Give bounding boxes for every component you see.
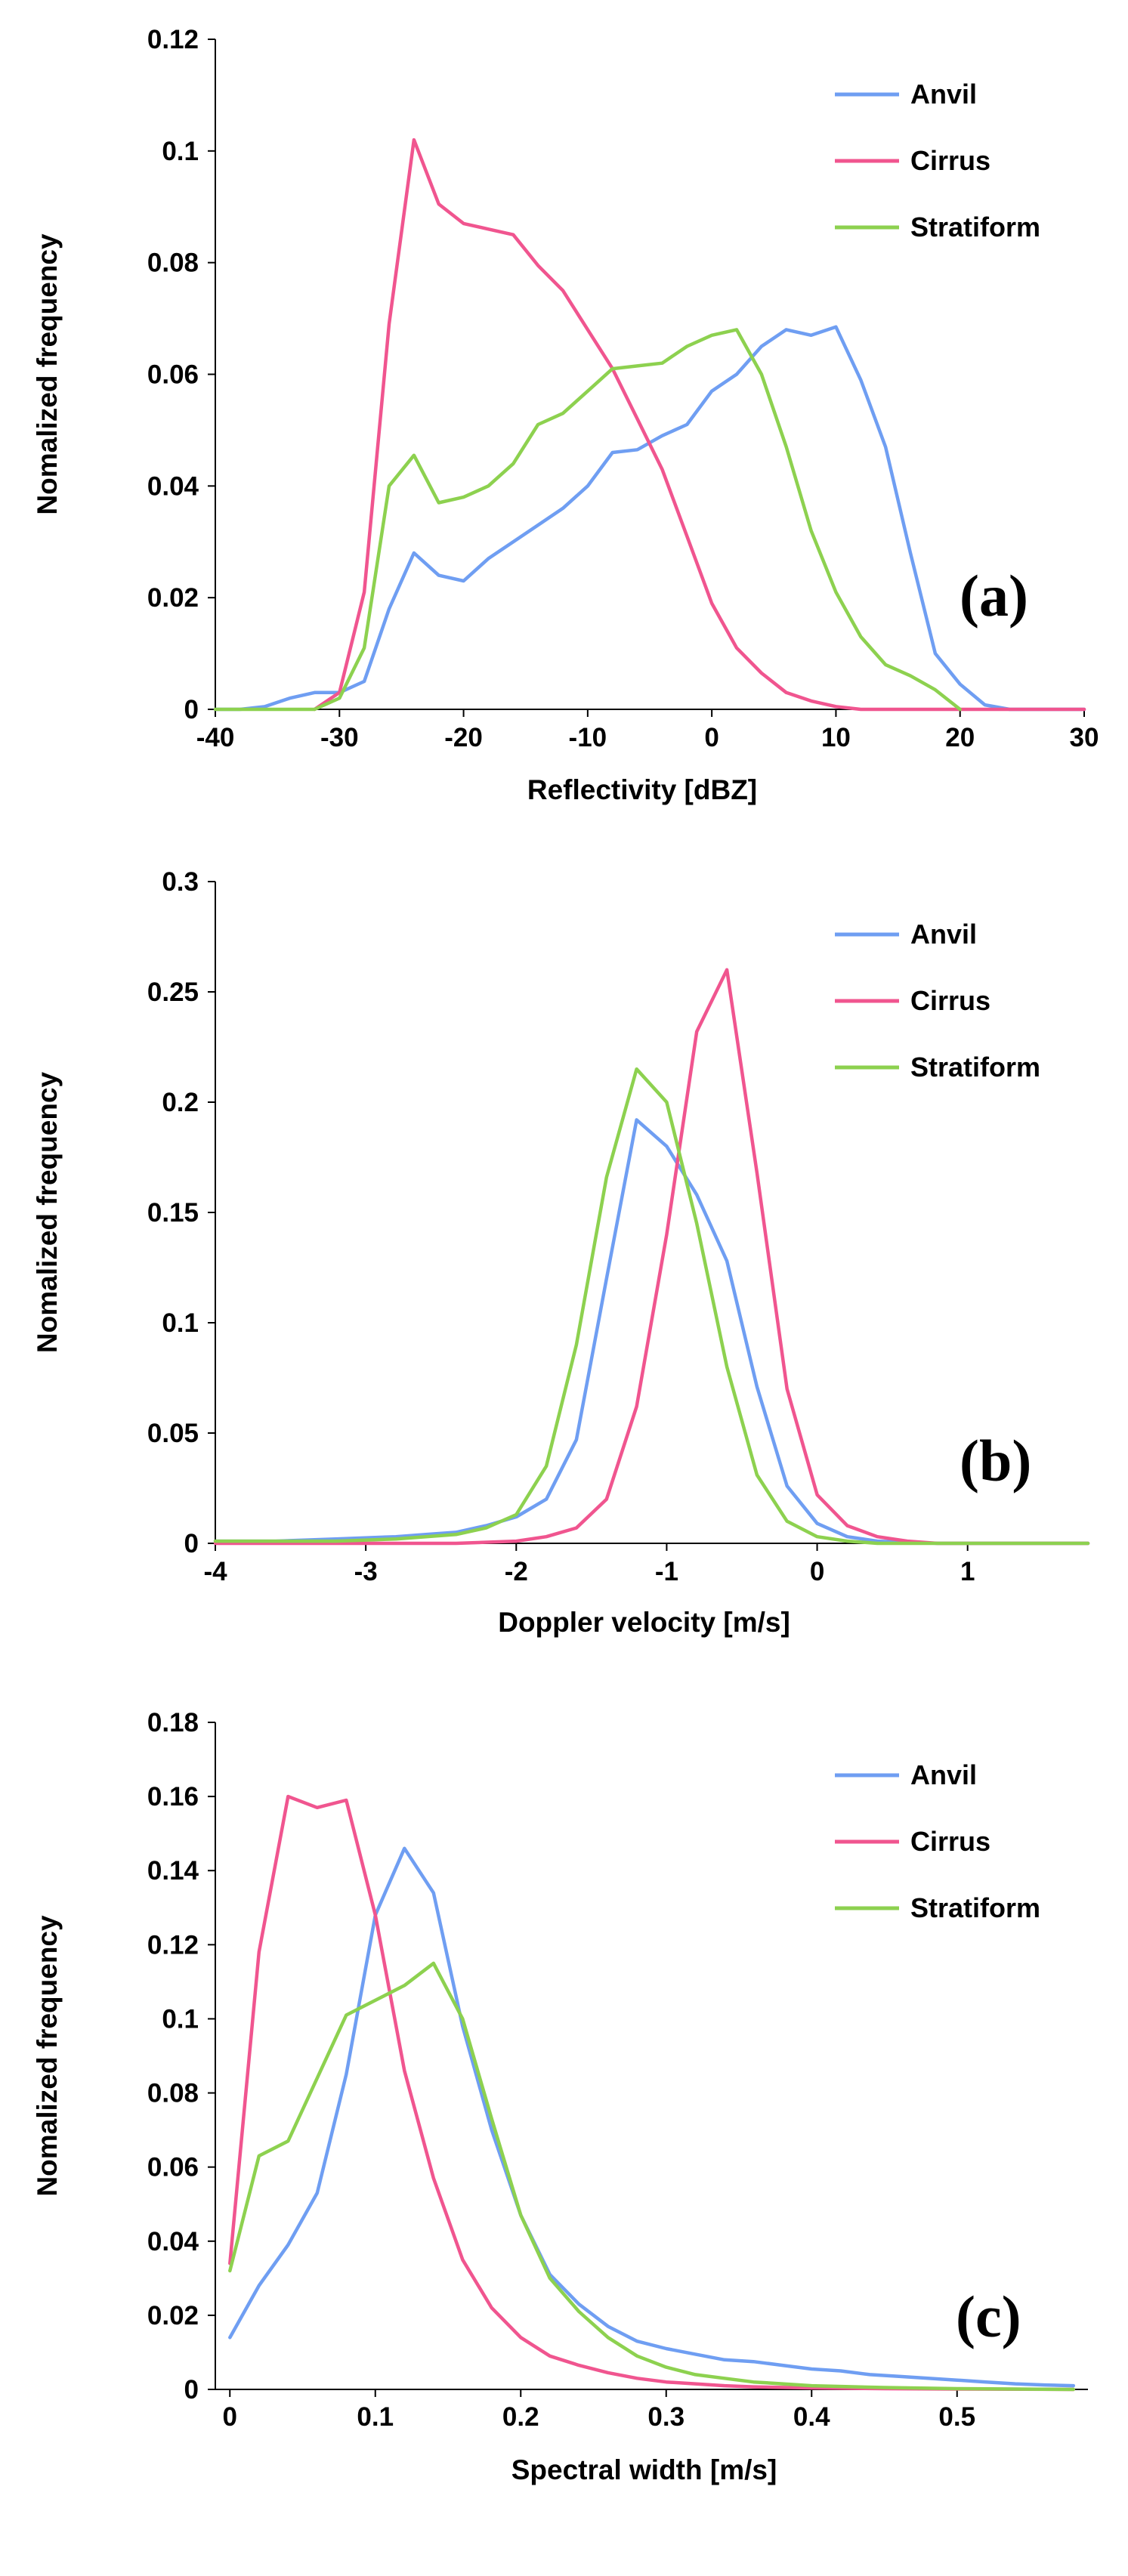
legend-label-stratiform: Stratiform — [910, 212, 1040, 242]
x-tick-label: 0.1 — [357, 2402, 394, 2432]
y-tick-label: 0.1 — [162, 137, 199, 166]
chart-panel-a: 0 0.02 0.04 0.06 0.08 0.1 0.12 -40 -30 -20 -10 0 10 2… — [32, 25, 1099, 805]
x-tick-label: 0 — [810, 1557, 824, 1586]
series-line-anvil — [213, 1118, 1090, 1546]
x-tick-label: -3 — [354, 1557, 378, 1586]
y-tick-label: 0 — [184, 1529, 199, 1558]
y-tick-label: 0.3 — [162, 867, 199, 897]
y-tick-label: 0 — [184, 695, 199, 724]
x-axis-title: Doppler velocity [m/s] — [498, 1607, 790, 1638]
panel-label: (c) — [956, 2284, 1021, 2349]
y-tick-label: 0.14 — [147, 1856, 199, 1886]
y-tick-label: 0.1 — [162, 1308, 199, 1338]
y-tick-label: 0.06 — [147, 2153, 199, 2182]
y-tick-label: 0.05 — [147, 1419, 199, 1448]
x-axis-title: Spectral width [m/s] — [511, 2454, 777, 2485]
x-axis-title: Reflectivity [dBZ] — [527, 774, 757, 805]
panel-label: (a) — [960, 563, 1028, 629]
series-line-stratiform — [213, 328, 962, 712]
y-tick-label: 0.2 — [162, 1088, 199, 1117]
x-tick-label: -2 — [505, 1557, 528, 1586]
series-line-anvil — [228, 1846, 1076, 2388]
y-tick-label: 0.25 — [147, 978, 199, 1007]
x-tick-label: 1 — [960, 1557, 975, 1586]
y-tick-label: 0.02 — [147, 2301, 199, 2330]
legend: Anvil Cirrus Stratiform — [835, 79, 1040, 242]
x-tick-label: 0.2 — [502, 2402, 539, 2432]
x-tick-label: -10 — [569, 723, 607, 752]
chart-panel-c: 0 0.02 0.04 0.06 0.08 0.1 0.12 0.14 0.16 0.18 0 0.1… — [32, 1708, 1088, 2485]
y-axis-title: Nomalized frequency — [32, 1915, 63, 2197]
legend: Anvil Cirrus Stratiform — [835, 1759, 1040, 1923]
y-tick-label: 0.02 — [147, 583, 199, 613]
x-tick-label: 0.3 — [647, 2402, 685, 2432]
series-line-stratiform — [213, 1067, 1090, 1546]
x-tick-label: 30 — [1070, 723, 1099, 752]
legend-label-stratiform: Stratiform — [910, 1892, 1040, 1923]
legend-label-cirrus: Cirrus — [910, 985, 990, 1016]
x-tick-label: -1 — [655, 1557, 678, 1586]
x-tick-label: 0.5 — [938, 2402, 975, 2432]
y-tick-label: 0.1 — [162, 2004, 199, 2034]
panel-label: (b) — [960, 1428, 1031, 1493]
x-tick-label: -4 — [203, 1557, 227, 1586]
series-line-cirrus — [228, 1794, 1076, 2392]
x-tick-label: 20 — [945, 723, 975, 752]
chart-panel-b: 0 0.05 0.1 0.15 0.2 0.25 0.3 -4 -3 -2 -1 0 1 Doppler … — [32, 867, 1090, 1638]
y-tick-label: 0.12 — [147, 1930, 199, 1960]
legend: Anvil Cirrus Stratiform — [835, 919, 1040, 1083]
x-tick-label: 0.4 — [793, 2402, 830, 2432]
y-tick-label: 0.15 — [147, 1198, 199, 1228]
y-tick-label: 0.08 — [147, 249, 199, 278]
x-tick-label: -30 — [320, 723, 359, 752]
x-tick-label: 0 — [223, 2402, 237, 2432]
y-tick-label: 0.16 — [147, 1782, 199, 1812]
legend-label-anvil: Anvil — [910, 79, 977, 110]
series-line-stratiform — [228, 1961, 1076, 2392]
legend-label-cirrus: Cirrus — [910, 145, 990, 176]
series-line-anvil — [213, 325, 1086, 712]
legend-label-cirrus: Cirrus — [910, 1826, 990, 1857]
y-tick-label: 0.06 — [147, 360, 199, 390]
x-tick-label: -20 — [444, 723, 483, 752]
y-tick-label: 0.18 — [147, 1708, 199, 1737]
y-tick-label: 0.08 — [147, 2079, 199, 2108]
y-axis-title: Nomalized frequency — [32, 1072, 63, 1354]
legend-label-anvil: Anvil — [910, 1759, 977, 1790]
series-line-cirrus — [313, 137, 1086, 712]
y-axis-title: Nomalized frequency — [32, 233, 63, 515]
y-tick-label: 0.04 — [147, 471, 199, 501]
y-tick-label: 0.04 — [147, 2227, 199, 2256]
legend-label-stratiform: Stratiform — [910, 1052, 1040, 1083]
y-tick-label: 0 — [184, 2375, 199, 2405]
x-tick-label: 0 — [704, 723, 719, 752]
x-tick-label: 10 — [821, 723, 851, 752]
legend-label-anvil: Anvil — [910, 919, 977, 950]
y-tick-label: 0.12 — [147, 25, 199, 54]
x-tick-label: -40 — [196, 723, 235, 752]
